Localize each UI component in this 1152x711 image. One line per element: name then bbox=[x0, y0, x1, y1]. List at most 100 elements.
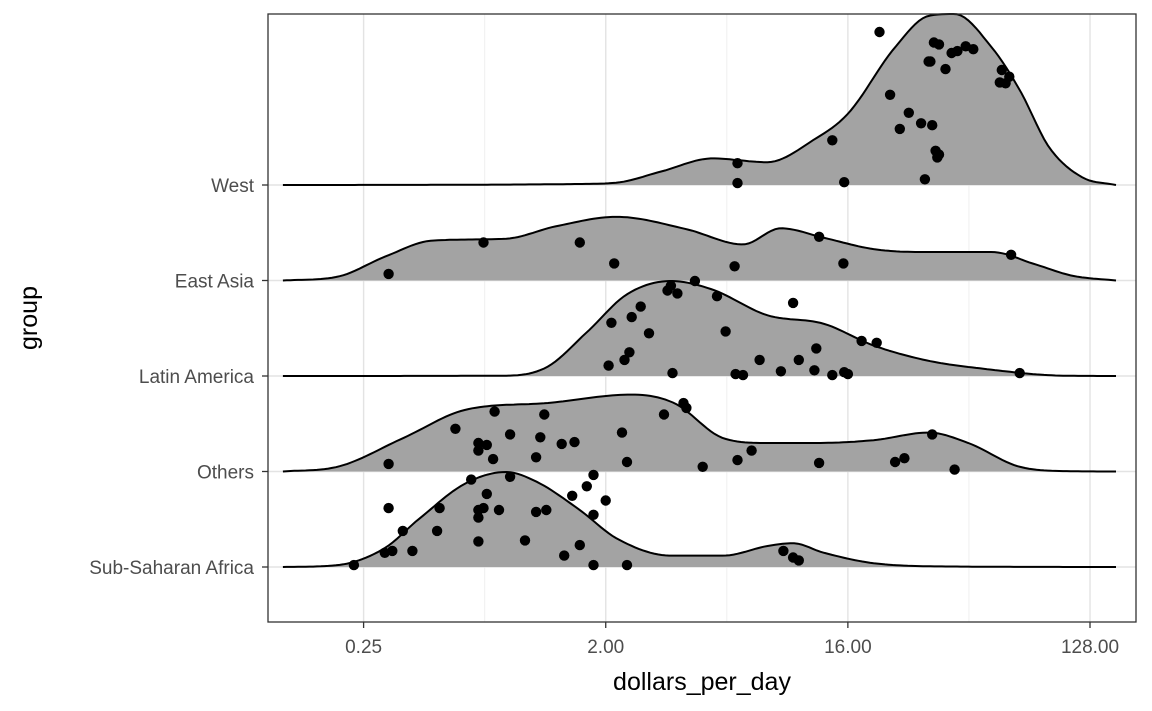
data-point bbox=[609, 258, 619, 268]
x-tick-label: 128.00 bbox=[1061, 637, 1119, 658]
data-point bbox=[872, 338, 882, 348]
data-point bbox=[407, 546, 417, 556]
data-point bbox=[619, 355, 629, 365]
data-point bbox=[839, 177, 849, 187]
data-point bbox=[920, 174, 930, 184]
data-point bbox=[505, 429, 515, 439]
data-point bbox=[383, 503, 393, 513]
data-point bbox=[666, 281, 676, 291]
data-point bbox=[712, 291, 722, 301]
data-point bbox=[520, 535, 530, 545]
data-point bbox=[690, 276, 700, 286]
data-point bbox=[949, 464, 959, 474]
data-point bbox=[539, 409, 549, 419]
x-tick-label: 16.00 bbox=[824, 637, 872, 658]
data-point bbox=[659, 409, 669, 419]
data-point bbox=[606, 318, 616, 328]
x-tick-label: 0.25 bbox=[345, 637, 382, 658]
data-point bbox=[940, 64, 950, 74]
data-point bbox=[559, 550, 569, 560]
data-point bbox=[667, 368, 677, 378]
data-point bbox=[505, 472, 515, 482]
data-point bbox=[754, 355, 764, 365]
data-point bbox=[398, 526, 408, 536]
data-point bbox=[482, 440, 492, 450]
data-point bbox=[814, 458, 824, 468]
data-point bbox=[927, 429, 937, 439]
data-point bbox=[904, 108, 914, 118]
y-axis: Sub-Saharan Africa Others Latin America Eas… bbox=[89, 176, 268, 579]
data-point bbox=[636, 301, 646, 311]
x-tick-label: 2.00 bbox=[587, 637, 624, 658]
data-point bbox=[729, 261, 739, 271]
data-point bbox=[720, 326, 730, 336]
data-point bbox=[843, 369, 853, 379]
data-point bbox=[603, 360, 613, 370]
data-point bbox=[541, 505, 551, 515]
data-point bbox=[916, 118, 926, 128]
data-point bbox=[788, 298, 798, 308]
data-point bbox=[557, 439, 567, 449]
data-point bbox=[827, 370, 837, 380]
data-point bbox=[644, 328, 654, 338]
data-point bbox=[434, 503, 444, 513]
data-point bbox=[627, 312, 637, 322]
x-axis: 0.25 2.00 16.00 128.00 bbox=[345, 622, 1119, 658]
data-point bbox=[622, 560, 632, 570]
data-point bbox=[895, 124, 905, 134]
data-point bbox=[934, 149, 944, 159]
data-point bbox=[732, 158, 742, 168]
data-point bbox=[698, 462, 708, 472]
data-point bbox=[968, 44, 978, 54]
data-point bbox=[349, 560, 359, 570]
data-point bbox=[582, 481, 592, 491]
data-point bbox=[531, 507, 541, 517]
data-point bbox=[1015, 368, 1025, 378]
data-point bbox=[885, 90, 895, 100]
data-point bbox=[1004, 72, 1014, 82]
data-point bbox=[794, 355, 804, 365]
data-point bbox=[567, 491, 577, 501]
data-point bbox=[473, 536, 483, 546]
data-point bbox=[776, 366, 786, 376]
data-point bbox=[732, 178, 742, 188]
y-axis-title: group bbox=[15, 286, 43, 350]
data-point bbox=[899, 453, 909, 463]
data-point bbox=[934, 39, 944, 49]
data-point bbox=[478, 237, 488, 247]
data-point bbox=[387, 546, 397, 556]
data-point bbox=[617, 427, 627, 437]
data-point bbox=[778, 546, 788, 556]
data-point bbox=[890, 457, 900, 467]
data-point bbox=[494, 505, 504, 515]
y-tick-label: Latin America bbox=[139, 367, 255, 388]
data-point bbox=[838, 258, 848, 268]
data-point bbox=[925, 56, 935, 66]
data-point bbox=[383, 459, 393, 469]
data-point bbox=[531, 452, 541, 462]
data-point bbox=[535, 432, 545, 442]
data-point bbox=[489, 406, 499, 416]
data-point bbox=[588, 560, 598, 570]
data-point bbox=[575, 237, 585, 247]
data-point bbox=[746, 445, 756, 455]
data-point bbox=[488, 454, 498, 464]
data-point bbox=[622, 457, 632, 467]
data-point bbox=[827, 135, 837, 145]
data-point bbox=[927, 120, 937, 130]
data-point bbox=[432, 526, 442, 536]
data-point bbox=[811, 343, 821, 353]
data-point bbox=[1006, 250, 1016, 260]
data-point bbox=[569, 437, 579, 447]
data-point bbox=[732, 455, 742, 465]
data-point bbox=[482, 489, 492, 499]
data-point bbox=[681, 403, 691, 413]
data-point bbox=[601, 495, 611, 505]
data-point bbox=[856, 336, 866, 346]
data-point bbox=[588, 510, 598, 520]
x-axis-title: dollars_per_day bbox=[613, 668, 791, 696]
y-tick-label: East Asia bbox=[175, 272, 255, 293]
data-point bbox=[478, 503, 488, 513]
data-point bbox=[450, 424, 460, 434]
